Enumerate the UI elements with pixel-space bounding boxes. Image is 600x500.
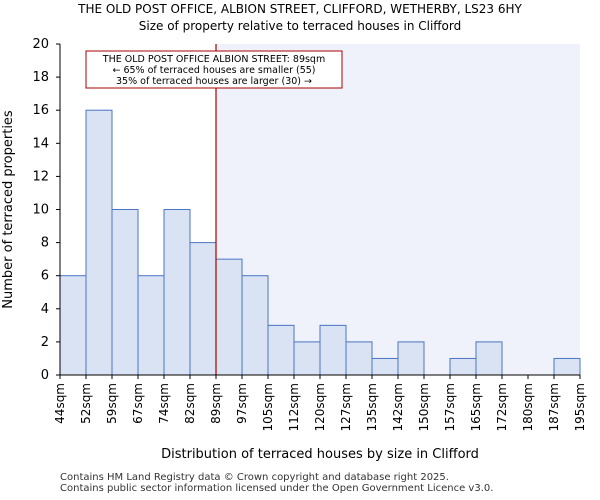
y-tick-label: 4 [41,302,49,317]
histogram-bar [293,341,321,376]
histogram-bar [475,341,503,376]
x-tick-label: 82sqm [183,383,197,424]
x-tick-label: 120sqm [313,383,327,431]
y-tick-label: 2 [41,335,49,350]
histogram-bar [163,209,191,376]
footer-line-1: Contains HM Land Registry data © Crown c… [60,472,449,483]
histogram-bar [319,324,347,376]
larger-region-background [216,44,580,375]
x-tick-label: 67sqm [131,383,145,424]
x-tick-label: 74sqm [157,383,171,424]
y-tick-label: 20 [32,37,49,52]
histogram-bar [397,341,425,376]
histogram-bar [59,275,87,376]
x-tick-label: 52sqm [79,383,93,424]
annotation-line-1: THE OLD POST OFFICE ALBION STREET: 89sqm [102,54,325,65]
annotation-line-2: ← 65% of terraced houses are smaller (55… [112,65,315,76]
x-tick-label: 97sqm [235,383,249,424]
footer-line-2: Contains public sector information licen… [60,483,494,494]
histogram-bar [215,258,243,376]
chart-title-block: THE OLD POST OFFICE, ALBION STREET, CLIF… [0,1,600,35]
histogram-bar [449,357,477,376]
x-tick-label: 112sqm [287,383,301,431]
y-tick-label: 6 [41,269,49,284]
histogram-bar [371,357,399,376]
histogram-bar [345,341,373,376]
histogram-bar [137,275,165,376]
x-tick-label: 127sqm [339,383,353,431]
y-axis-label: Number of terraced properties [1,110,16,309]
y-tick-label: 18 [32,70,49,85]
histogram-bar [189,242,217,376]
annotation-frame [85,50,343,89]
x-tick-label: 187sqm [547,383,561,431]
annotation-line-3: 35% of terraced houses are larger (30) → [116,76,312,87]
histogram-bar [85,109,113,376]
histogram-bar [241,275,269,376]
y-tick-label: 12 [32,169,49,184]
y-tick-label: 0 [41,368,49,383]
x-tick-label: 172sqm [495,383,509,431]
x-tick-label: 44sqm [53,383,67,424]
y-tick-label: 16 [32,103,49,118]
y-tick-label: 14 [32,136,49,151]
x-tick-label: 150sqm [417,383,431,431]
x-tick-label: 195sqm [573,383,587,431]
x-tick-label: 157sqm [443,383,457,431]
x-tick-label: 180sqm [521,383,535,431]
x-axis-label: Distribution of terraced houses by size … [161,447,479,462]
histogram-bar [267,324,295,376]
x-tick-label: 142sqm [391,383,405,431]
x-tick-label: 89sqm [209,383,223,424]
histogram-bar [553,357,581,376]
y-tick-label: 10 [32,203,49,218]
x-tick-label: 105sqm [261,383,275,431]
chart-subtitle: Size of property relative to terraced ho… [138,19,462,33]
y-tick-label: 8 [41,236,49,251]
annotation-box: THE OLD POST OFFICE ALBION STREET: 89sqm… [85,50,343,89]
x-tick-label: 59sqm [105,383,119,424]
attribution-footer: Contains HM Land Registry data © Crown c… [60,472,493,494]
x-tick-label: 165sqm [469,383,483,431]
chart-title: THE OLD POST OFFICE, ALBION STREET, CLIF… [78,2,522,16]
x-tick-label: 135sqm [365,383,379,431]
histogram-bar [111,209,139,376]
